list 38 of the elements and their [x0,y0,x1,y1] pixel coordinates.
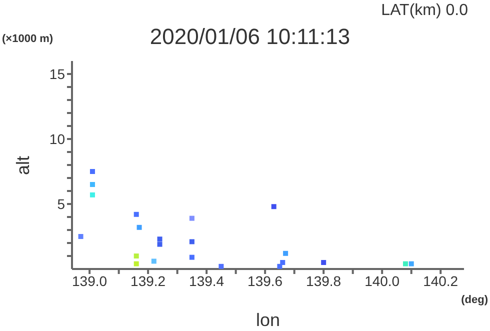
point [189,216,194,221]
point [134,254,139,258]
y-tick-label: 5 [57,196,66,212]
point [134,212,139,217]
x-tick-label: 140.0 [364,272,400,289]
x-tick-label: 139.0 [72,272,108,289]
point [136,224,142,230]
point [408,261,414,266]
point [157,242,162,247]
text: LAT(km) 0.0 [381,2,468,20]
y-tick-label: 10 [49,130,66,147]
text: (deg) [461,294,488,306]
x-tick-label: 139.6 [248,272,283,289]
x-axis-title: lon [254,310,282,331]
point [283,250,288,256]
point [78,234,84,239]
x-tick-label: 139.4 [189,272,224,289]
point [189,254,194,260]
point [277,264,282,269]
point [151,258,156,264]
chart-title: 2020/01/06 10:11:13 [150,24,350,49]
point [218,264,224,269]
point [280,260,286,265]
x-tick-label: 140.2 [423,272,458,289]
point [402,261,408,266]
point [90,169,95,174]
y-tick-label: 15 [49,66,66,82]
y-axis-title: alt [13,156,34,176]
point [90,192,95,198]
x-tick-label: 139.2 [130,272,166,289]
text: (×1000 m) [2,33,54,45]
point [157,236,162,242]
point [134,261,139,266]
point [189,239,194,244]
point [271,204,276,210]
x-tick-label: 139.8 [306,272,342,289]
point [90,182,95,187]
point [321,260,326,265]
